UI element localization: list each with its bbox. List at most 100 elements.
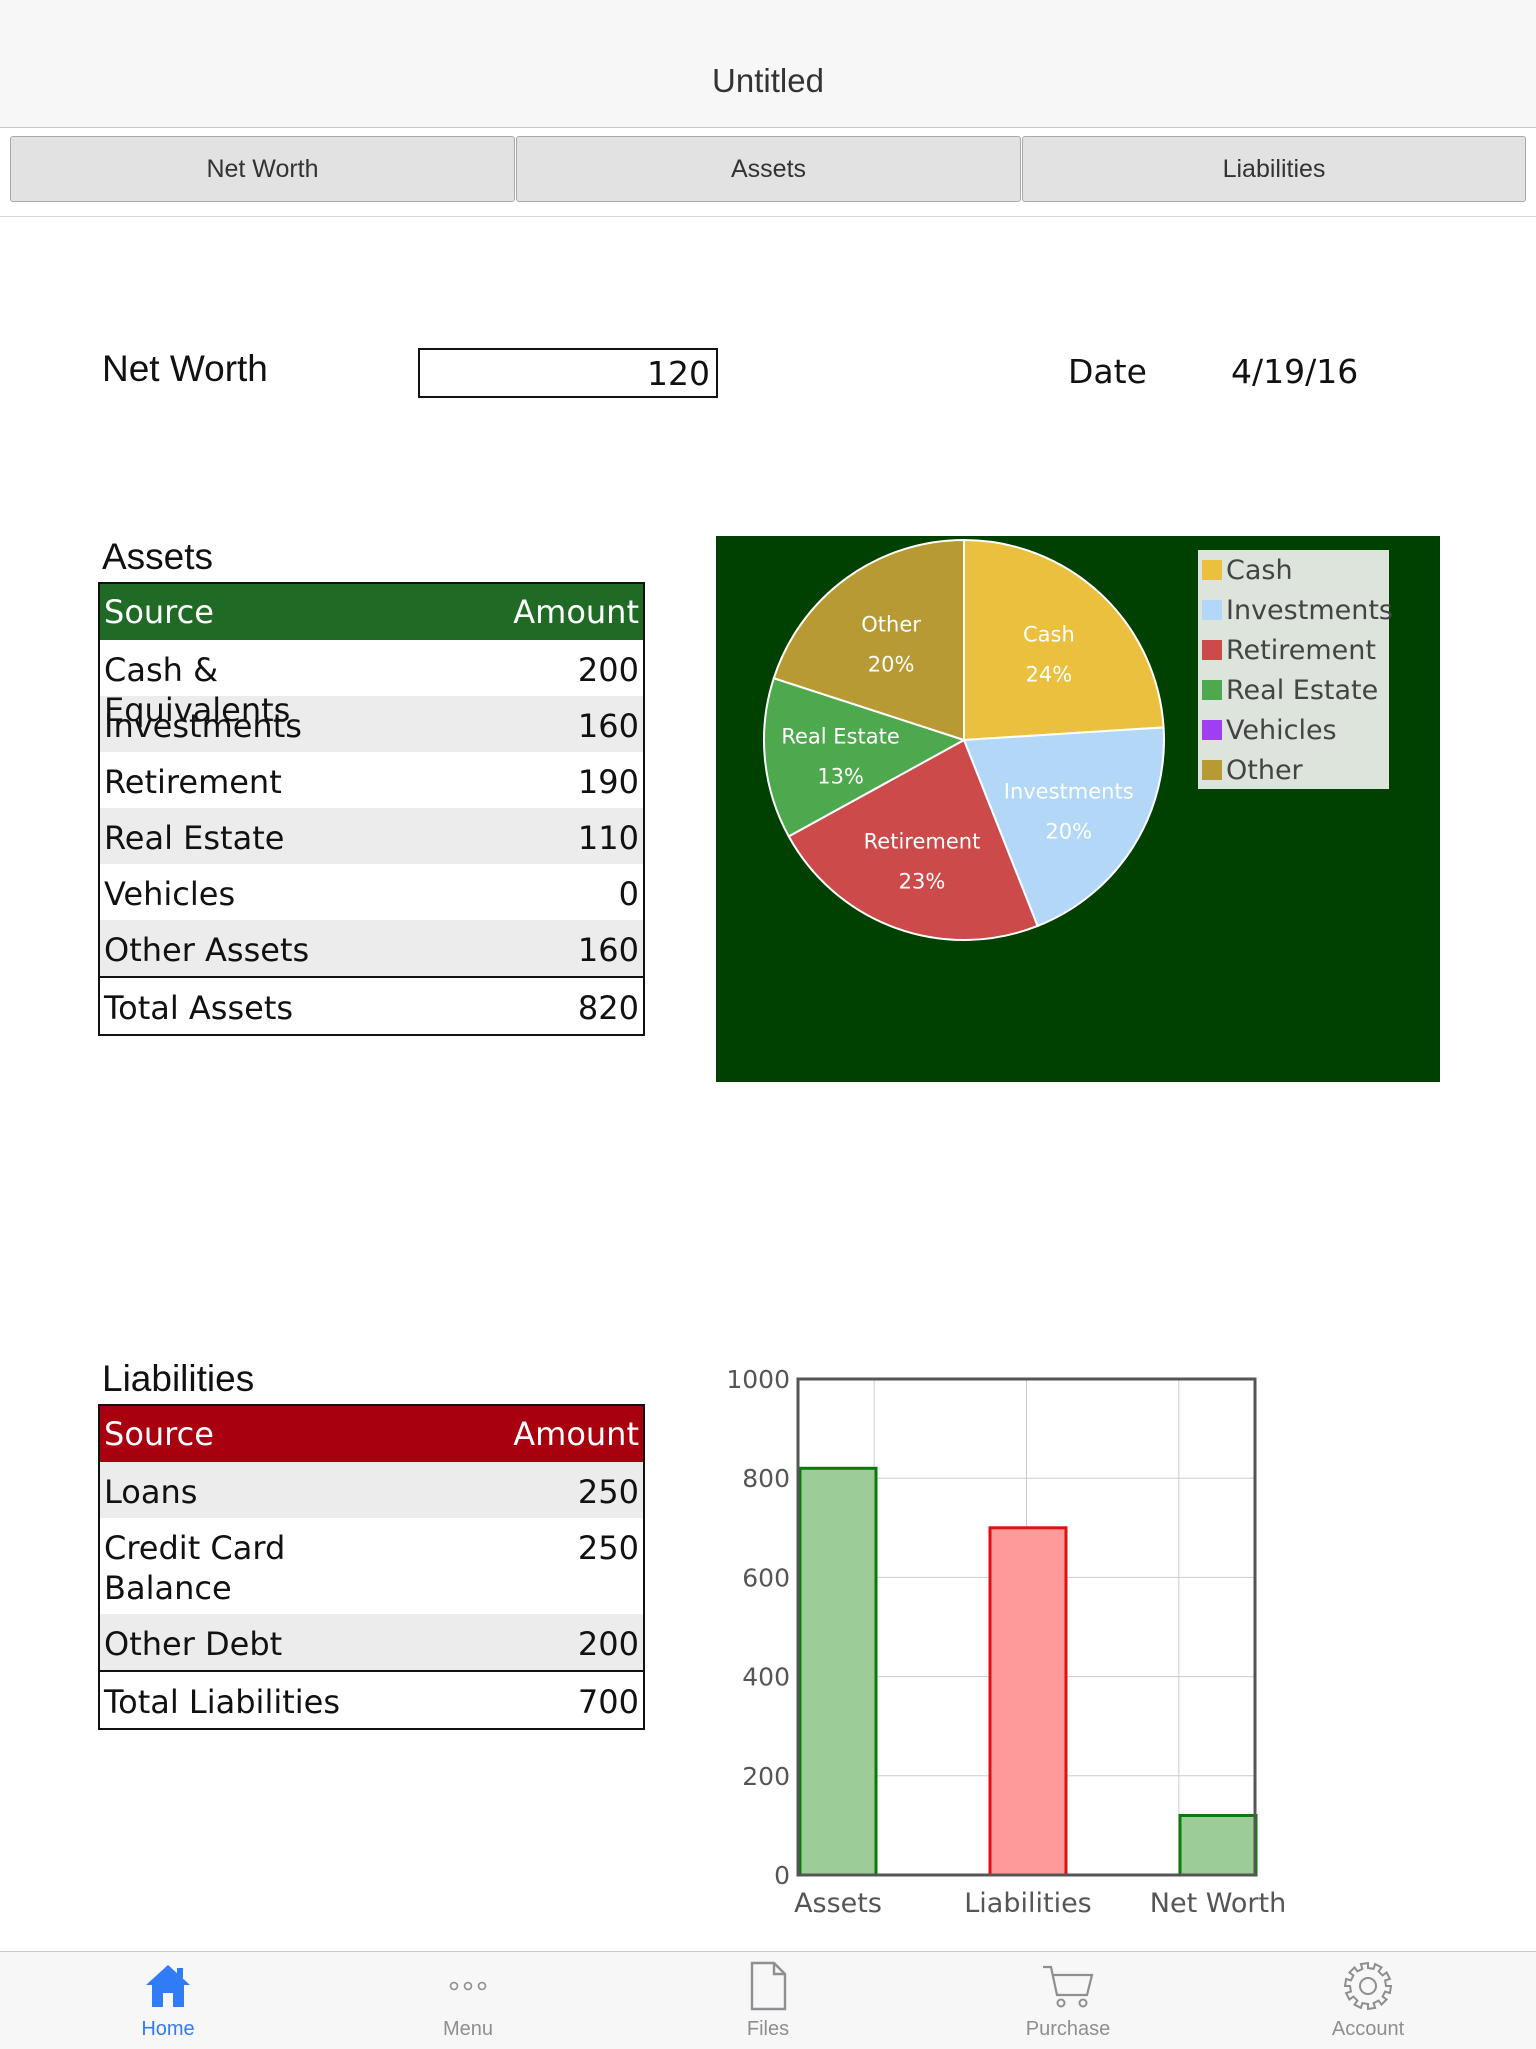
table-row[interactable]: Other Debt 200 [100, 1614, 643, 1670]
legend-item: Other [1202, 752, 1303, 788]
pie-slice-name: Real Estate [781, 725, 899, 749]
gear-icon [1288, 1960, 1448, 2012]
legend-label: Investments [1226, 594, 1393, 626]
table-row[interactable]: Real Estate 110 [100, 808, 643, 864]
pie-chart-svg: Cash 24% Investments 20% Retirement 23% Real E… [763, 538, 1165, 941]
pie-slice-real-estate [763, 676, 967, 838]
pie-slice-name: Cash [1023, 623, 1075, 647]
y-tick-label: 600 [742, 1563, 790, 1592]
row-amount[interactable]: 160 [577, 931, 639, 969]
x-tick-label: Net Worth [1150, 1888, 1286, 1919]
x-tick-label: Assets [794, 1888, 882, 1919]
legend-label: Vehicles [1226, 714, 1337, 746]
row-amount[interactable]: 110 [577, 819, 639, 857]
row-amount[interactable]: 200 [577, 1625, 639, 1663]
row-amount[interactable]: 250 [577, 1473, 639, 1511]
row-source: Credit Card Balance [104, 1529, 286, 1607]
bar-assets [798, 1466, 878, 1877]
total-amount: 820 [577, 989, 639, 1027]
row-source: Other Debt [104, 1625, 283, 1663]
tabbar-label: Account [1331, 2018, 1405, 2040]
legend-label: Cash [1226, 554, 1293, 586]
total-amount: 700 [577, 1683, 639, 1721]
x-tick-label: Liabilities [964, 1888, 1092, 1919]
cart-icon [988, 1960, 1148, 2012]
y-tick-label: 0 [774, 1861, 790, 1890]
total-row: Total Liabilities 700 [100, 1670, 643, 1728]
pie-slice-percent: 23% [899, 870, 946, 894]
y-tick-label: 200 [742, 1762, 790, 1791]
tabbar-label: Purchase [1025, 2018, 1111, 2040]
tab-liabilities[interactable]: Liabilities [1022, 136, 1526, 202]
row-amount[interactable]: 0 [618, 875, 639, 913]
date-label: Date [1068, 352, 1147, 391]
table-row[interactable]: Loans 250 [100, 1462, 643, 1518]
legend-label: Other [1226, 754, 1303, 786]
row-source: Cash & Equivalents [104, 651, 291, 729]
table-row[interactable]: Investments 160 [100, 696, 643, 752]
amount-header: Amount [513, 1415, 639, 1453]
y-tick-label: 800 [742, 1464, 790, 1493]
tab-assets[interactable]: Assets [516, 136, 1021, 202]
tabbar-account[interactable]: Account [1288, 1960, 1448, 2041]
pie-slice-investments [962, 726, 1165, 928]
pie-slice-percent: 20% [868, 653, 915, 677]
row-source: Other Assets [104, 931, 310, 969]
table-row[interactable]: Retirement 190 [100, 752, 643, 808]
legend-item: Vehicles [1202, 712, 1337, 748]
tabbar-label: Home [141, 2018, 195, 2040]
liabilities-header-row: Source Amount [100, 1406, 643, 1462]
tab-net-worth[interactable]: Net Worth [10, 136, 515, 202]
legend-swatch [1202, 600, 1222, 620]
legend-item: Investments [1202, 592, 1393, 628]
tabbar-files[interactable]: Files [688, 1960, 848, 2041]
title-bar [0, 0, 1536, 128]
tabbar-home[interactable]: Home [88, 1960, 248, 2041]
liabilities-title: Liabilities [102, 1358, 255, 1399]
table-row[interactable]: Vehicles 0 [100, 864, 643, 920]
assets-table: Source Amount Cash & Equivalents 200 Inv… [98, 582, 645, 1036]
legend-swatch [1202, 760, 1222, 780]
assets-header-row: Source Amount [100, 584, 643, 640]
legend-swatch [1202, 640, 1222, 660]
file-icon [688, 1960, 848, 2012]
pie-slice-name: Retirement [864, 830, 981, 854]
plot-frame [796, 1377, 1257, 1877]
net-worth-field[interactable] [418, 348, 718, 398]
amount-header: Amount [513, 593, 639, 631]
net-worth-bar-chart: Assets Liabilities Net Worth 0 200 400 600 800 1… [726, 1365, 1286, 1919]
row-amount[interactable]: 190 [577, 763, 639, 801]
total-row: Total Assets 820 [100, 976, 643, 1034]
bar-net-worth [1178, 1813, 1258, 1877]
legend-item: Retirement [1202, 632, 1376, 668]
tabbar-purchase[interactable]: Purchase [988, 1960, 1148, 2041]
tabbar-label: Files [746, 2018, 790, 2040]
assets-title: Assets [102, 536, 214, 577]
legend-label: Real Estate [1226, 674, 1379, 706]
more-icon [388, 1960, 548, 2012]
row-amount[interactable]: 250 [577, 1529, 639, 1567]
pie-slice-name: Other [861, 613, 921, 637]
source-header: Source [104, 1415, 214, 1453]
row-amount[interactable]: 200 [577, 651, 639, 689]
table-row[interactable]: Credit Card Balance 250 [100, 1518, 643, 1614]
table-row[interactable]: Other Assets 160 [100, 920, 643, 976]
legend-swatch [1202, 680, 1222, 700]
legend-swatch [1202, 560, 1222, 580]
legend-label: Retirement [1226, 634, 1376, 666]
net-worth-label: Net Worth [102, 348, 268, 389]
pie-slice-retirement [787, 738, 1039, 941]
legend-item: Cash [1202, 552, 1293, 588]
date-value[interactable]: 4/19/16 [1231, 352, 1359, 391]
row-source: Retirement [104, 763, 282, 801]
pie-legend: Cash Investments Retirement Real Estate Vehi… [1198, 550, 1393, 789]
window-title: Untitled [712, 62, 824, 99]
pie-slice-name: Investments [1004, 779, 1134, 803]
y-tick-label: 400 [742, 1663, 790, 1692]
table-row[interactable]: Cash & Equivalents 200 [100, 640, 643, 729]
row-amount[interactable]: 160 [577, 707, 639, 745]
pie-slice-percent: 24% [1026, 663, 1073, 687]
tabbar-menu[interactable]: Menu [388, 1960, 548, 2041]
y-tick-label: 1000 [726, 1365, 790, 1394]
row-source: Loans [104, 1473, 198, 1511]
